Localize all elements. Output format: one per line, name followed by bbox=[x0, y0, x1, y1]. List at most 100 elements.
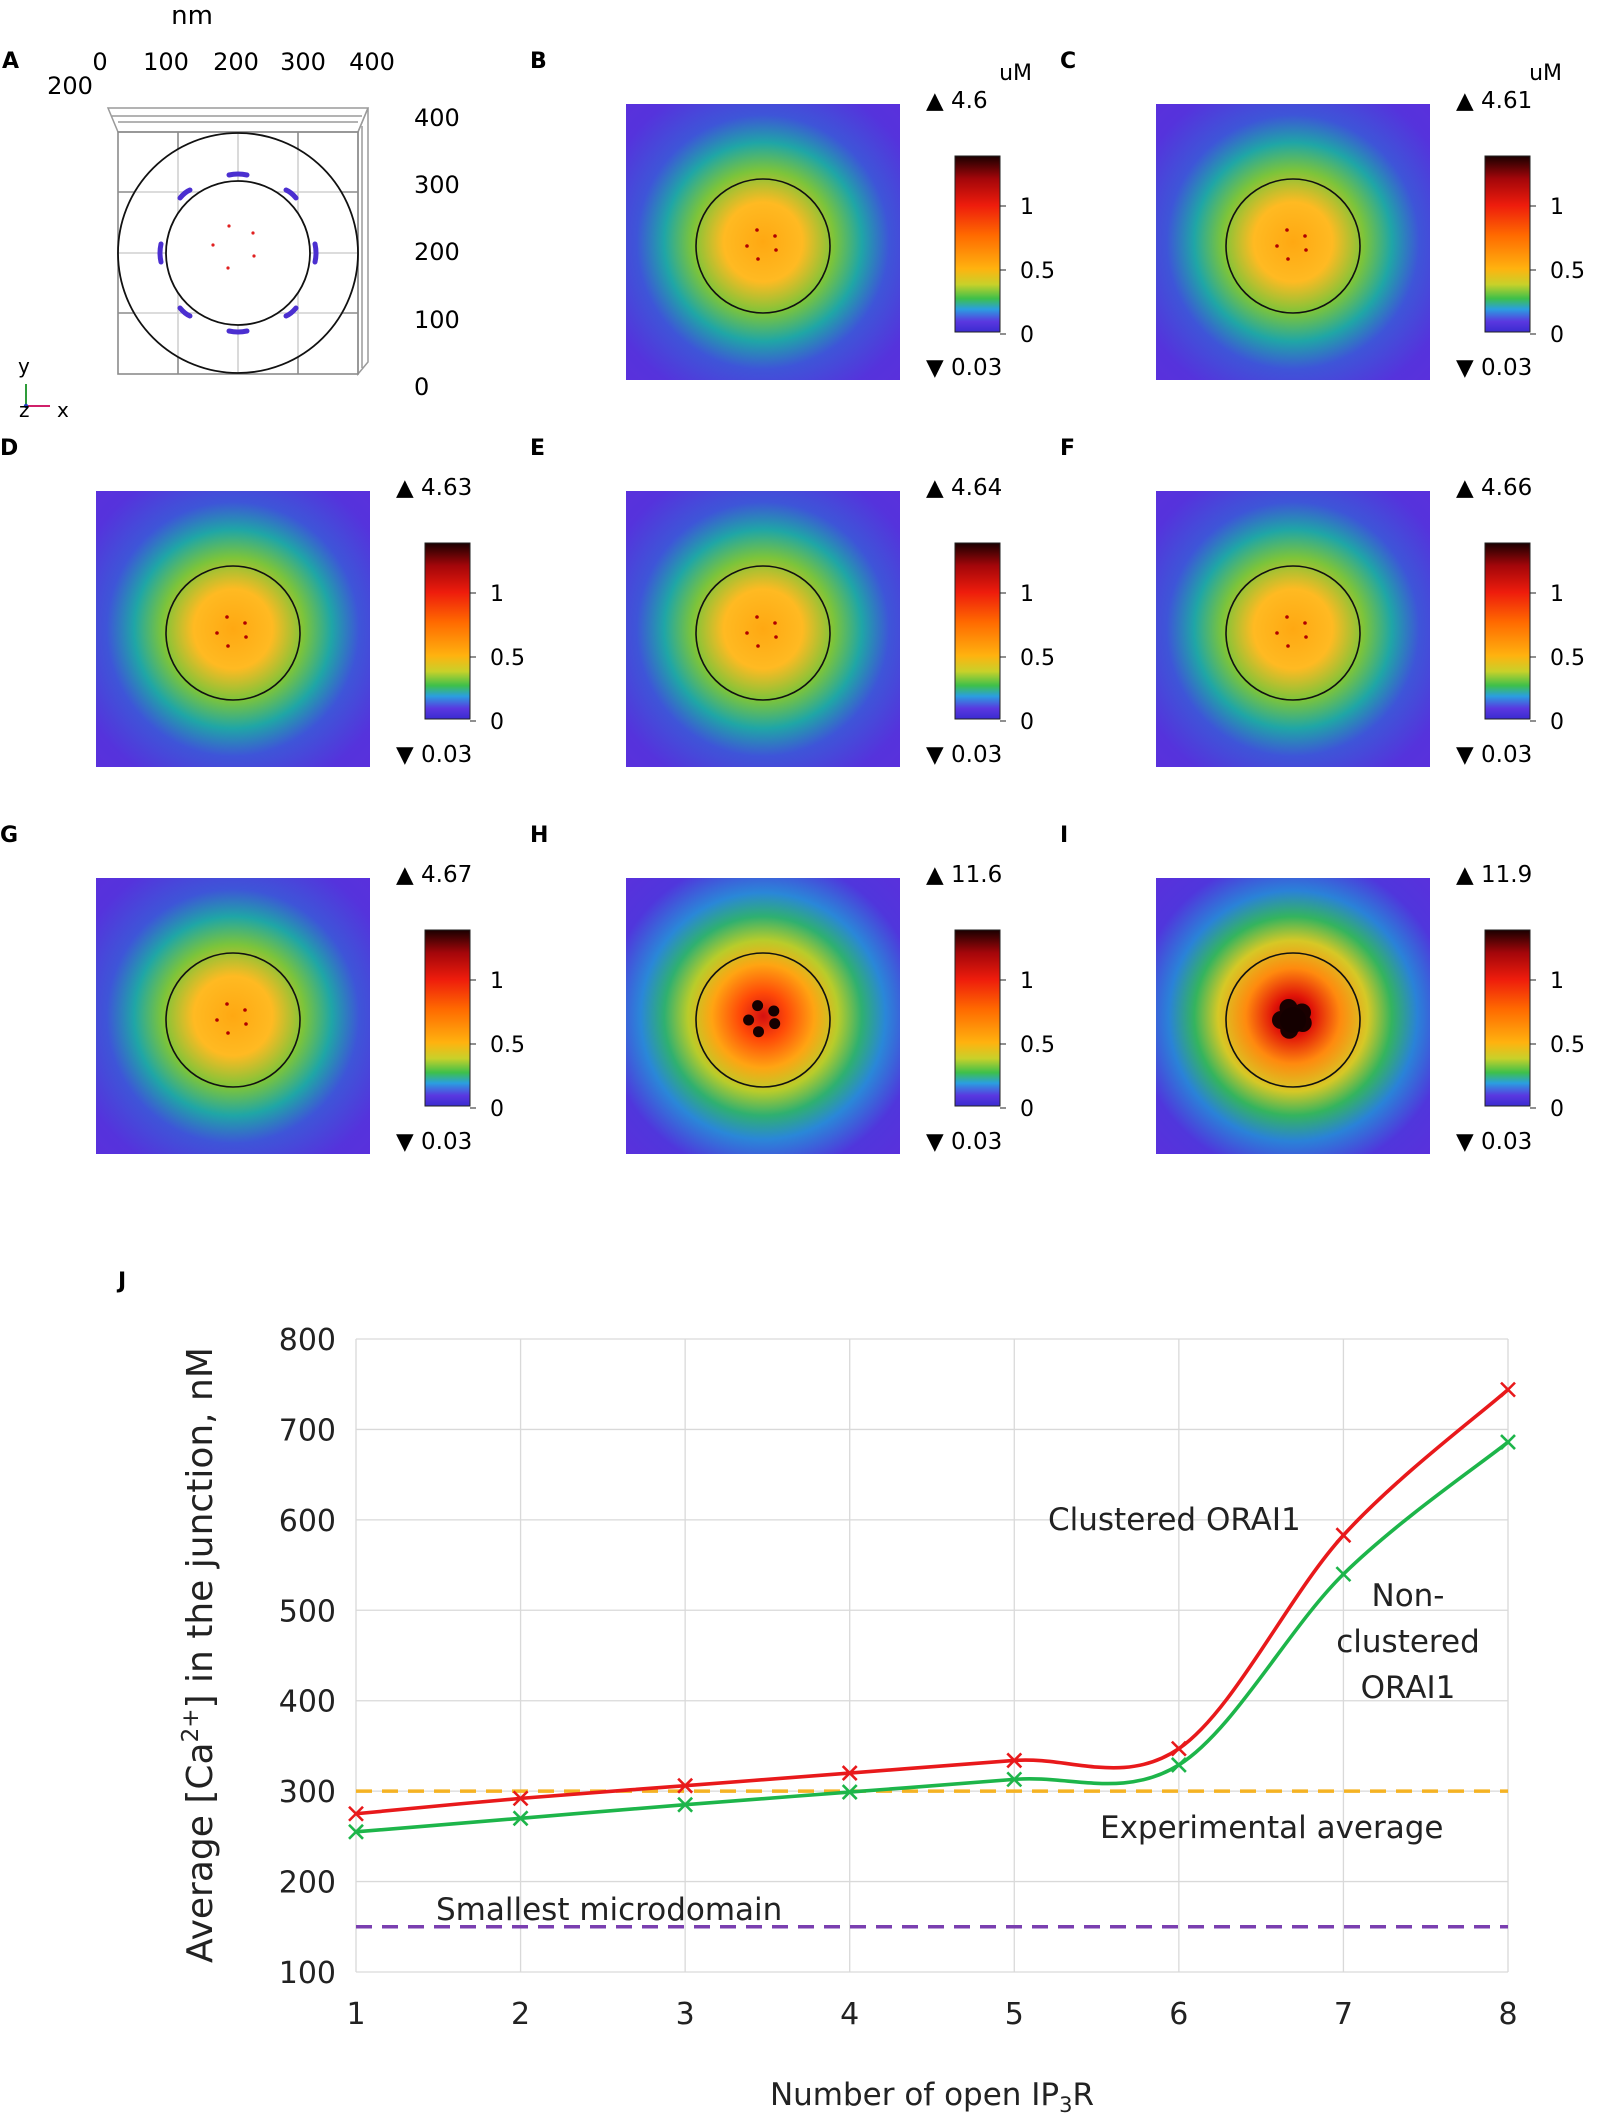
marker-stroke bbox=[1170, 1740, 1187, 1757]
data-point-marker bbox=[1335, 1527, 1352, 1544]
y-axis-label-superscript: 2+ bbox=[178, 1709, 204, 1743]
colorbar-tick-label: 0 bbox=[1550, 323, 1564, 348]
nonclustered-orai1-label: ORAI1 bbox=[1361, 1670, 1456, 1706]
colorbar-tick-label: 1 bbox=[1550, 969, 1564, 994]
data-point-marker bbox=[677, 1796, 694, 1813]
colorbar bbox=[1484, 155, 1531, 333]
x-tick-label: 7 bbox=[1334, 1997, 1353, 2032]
panel-a-top-tick: 0 bbox=[92, 48, 107, 76]
ip3r-dot bbox=[1285, 615, 1289, 619]
ip3r-dot bbox=[1303, 621, 1307, 625]
ip3r-dot bbox=[225, 615, 229, 619]
orai-channel bbox=[283, 305, 299, 319]
x-tick-label: 4 bbox=[840, 1997, 859, 2032]
ip3r-dot bbox=[752, 1000, 764, 1012]
data-point-marker bbox=[1006, 1752, 1023, 1769]
marker-stroke bbox=[677, 1796, 694, 1813]
panel-a-top-tick: 100 bbox=[143, 48, 189, 76]
colorbar-tick-label: 1 bbox=[1550, 582, 1564, 607]
x-tick-label: 5 bbox=[1005, 1997, 1024, 2032]
colorbar-tick-label: 1 bbox=[1020, 582, 1034, 607]
ip3r-dot bbox=[251, 231, 255, 235]
panel-a-inner-circle bbox=[165, 180, 311, 326]
panel-a-right-tick: 0 bbox=[414, 373, 429, 401]
heatmap-image bbox=[626, 878, 900, 1154]
ip3r-dot bbox=[226, 644, 230, 648]
data-point-marker bbox=[512, 1790, 529, 1807]
x-tick-label: 2 bbox=[511, 1997, 530, 2032]
data-point-marker bbox=[677, 1777, 694, 1794]
ip3r-dot bbox=[243, 621, 247, 625]
ip3r-dot bbox=[215, 1018, 219, 1022]
panel-letter: I bbox=[1060, 823, 1068, 848]
colorbar-max-label: ▲ 11.6 bbox=[926, 862, 1002, 888]
panel-a-right-tick: 200 bbox=[414, 238, 460, 266]
y-tick-label: 800 bbox=[279, 1323, 336, 1358]
colorbar-min-label: ▼ 0.03 bbox=[926, 355, 1002, 381]
panel-j-chart: J 100 200 300 400 500 600 700 800 1 2 3 4 5 6 7 8 Experim… bbox=[116, 1269, 1518, 2117]
colorbar-min-label: ▼ 0.03 bbox=[1456, 1129, 1532, 1155]
ip3r-dot bbox=[244, 635, 248, 639]
x-tick-label: 8 bbox=[1498, 1997, 1517, 2032]
triad-y-label: y bbox=[18, 354, 30, 378]
panel-letter: H bbox=[530, 823, 548, 848]
panel-a-letter: A bbox=[2, 49, 19, 74]
ip3r-dot bbox=[745, 631, 749, 635]
panel-a-right-tick: 300 bbox=[414, 171, 460, 199]
colorbar-min-label: ▼ 0.03 bbox=[926, 742, 1002, 768]
hotspot-core bbox=[1280, 1007, 1306, 1033]
data-point-marker bbox=[348, 1823, 364, 1840]
orai-channel bbox=[312, 241, 319, 265]
data-point-marker bbox=[348, 1805, 364, 1822]
marker-stroke bbox=[512, 1790, 529, 1807]
ip3r-dot bbox=[211, 243, 215, 247]
ip3r-dot bbox=[755, 228, 759, 232]
heatmap-image bbox=[96, 491, 370, 767]
colorbar-max-label: ▲ 4.66 bbox=[1456, 475, 1532, 501]
colorbar bbox=[424, 542, 471, 720]
ip3r-dot bbox=[1285, 228, 1289, 232]
colorbar-tick-label: 0.5 bbox=[1020, 646, 1055, 671]
experimental-average-label: Experimental average bbox=[1100, 1810, 1443, 1846]
heatmap-image bbox=[1156, 104, 1430, 380]
x-tick-label: 1 bbox=[346, 1997, 365, 2032]
data-point-marker bbox=[512, 1810, 529, 1827]
ip3r-dot bbox=[1304, 248, 1308, 252]
panel-a: A nm 0 100 200 300 400 200 bbox=[2, 1, 460, 422]
colorbar-tick-label: 0 bbox=[490, 710, 504, 735]
ip3r-dot bbox=[226, 266, 230, 270]
colorbar-tick-label: 0 bbox=[1020, 1097, 1034, 1122]
ip3r-dot bbox=[769, 1018, 781, 1030]
ip3r-dot bbox=[252, 254, 256, 258]
junction-circle bbox=[1225, 565, 1361, 701]
ip3r-dot bbox=[1275, 244, 1279, 248]
junction-circle bbox=[695, 952, 831, 1088]
colorbar-tick-label: 0 bbox=[490, 1097, 504, 1122]
orai-channel bbox=[283, 187, 299, 201]
marker-stroke bbox=[1170, 1756, 1187, 1773]
data-point-marker bbox=[1170, 1756, 1187, 1773]
colorbar-min-label: ▼ 0.03 bbox=[396, 1129, 472, 1155]
data-point-marker bbox=[841, 1765, 858, 1781]
x-axis-label-subscript: 3 bbox=[1059, 2093, 1072, 2117]
x-axis-label-main: Number of open IP bbox=[770, 2077, 1059, 2113]
panel-letter: E bbox=[530, 436, 545, 461]
marker-stroke bbox=[1006, 1752, 1023, 1769]
marker-stroke bbox=[512, 1810, 529, 1827]
panel-a-right-tick: 400 bbox=[414, 104, 460, 132]
junction-circle bbox=[1225, 178, 1361, 314]
orai-channel bbox=[177, 305, 193, 319]
orai-channel bbox=[226, 328, 250, 335]
ip3r-dot bbox=[1275, 631, 1279, 635]
heatmap-panel-h: H ▲ 11.6 ▼ 0.03 1 0.5 0 bbox=[530, 823, 1055, 1155]
ip3r-dot bbox=[773, 621, 777, 625]
colorbar-tick-label: 0 bbox=[1550, 1097, 1564, 1122]
colorbar-min-label: ▼ 0.03 bbox=[396, 742, 472, 768]
colorbar-tick-label: 0.5 bbox=[1020, 1033, 1055, 1058]
ip3r-dot bbox=[1286, 257, 1290, 261]
colorbar-tick-label: 1 bbox=[490, 582, 504, 607]
colorbar-max-label: ▲ 4.6 bbox=[926, 88, 988, 114]
colorbar-tick-label: 0.5 bbox=[490, 1033, 525, 1058]
ip3r-dot bbox=[756, 257, 760, 261]
